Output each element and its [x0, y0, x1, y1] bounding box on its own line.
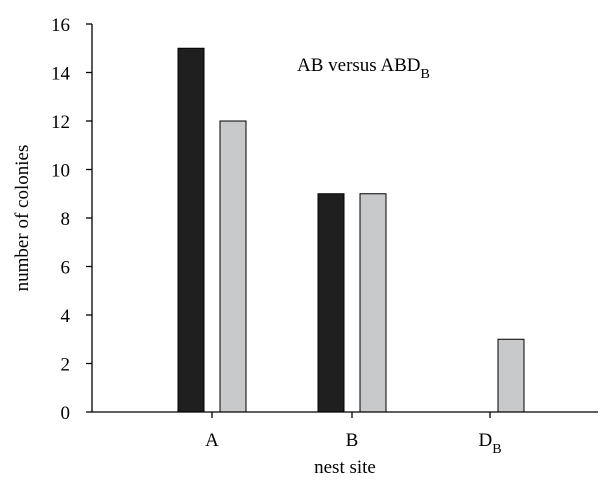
- y-tick-label: 12: [51, 112, 70, 133]
- y-tick-label: 6: [61, 258, 71, 279]
- x-axis-title: nest site: [314, 457, 376, 478]
- x-tick-label: DB: [478, 430, 501, 457]
- bar-series1-B: [317, 193, 345, 413]
- y-tick-label: 14: [51, 64, 71, 85]
- x-ticks-group: A B DB: [205, 412, 502, 457]
- y-tick-label: 4: [61, 306, 71, 327]
- y-tick-label: 10: [51, 161, 70, 182]
- x-tick-label: A: [205, 430, 219, 451]
- chart-annotation: AB versus ABDB: [297, 55, 430, 82]
- bar-series1-A: [177, 47, 205, 413]
- plot-area: 0 2 4 6 8 10 12 14 16 A B DB: [51, 15, 598, 457]
- y-tick-label: 0: [61, 403, 71, 424]
- bars-group: [177, 47, 525, 413]
- y-tick-label: 8: [61, 209, 71, 230]
- x-tick-label: B: [346, 430, 359, 451]
- y-ticks-group: 0 2 4 6 8 10 12 14 16: [51, 15, 92, 424]
- bar-series2-DB: [497, 338, 525, 413]
- y-tick-label: 16: [51, 15, 70, 36]
- y-tick-label: 2: [61, 355, 71, 376]
- y-axis-title: number of colonies: [12, 145, 33, 292]
- bar-series2-A: [219, 120, 247, 413]
- bar-series2-B: [359, 193, 387, 413]
